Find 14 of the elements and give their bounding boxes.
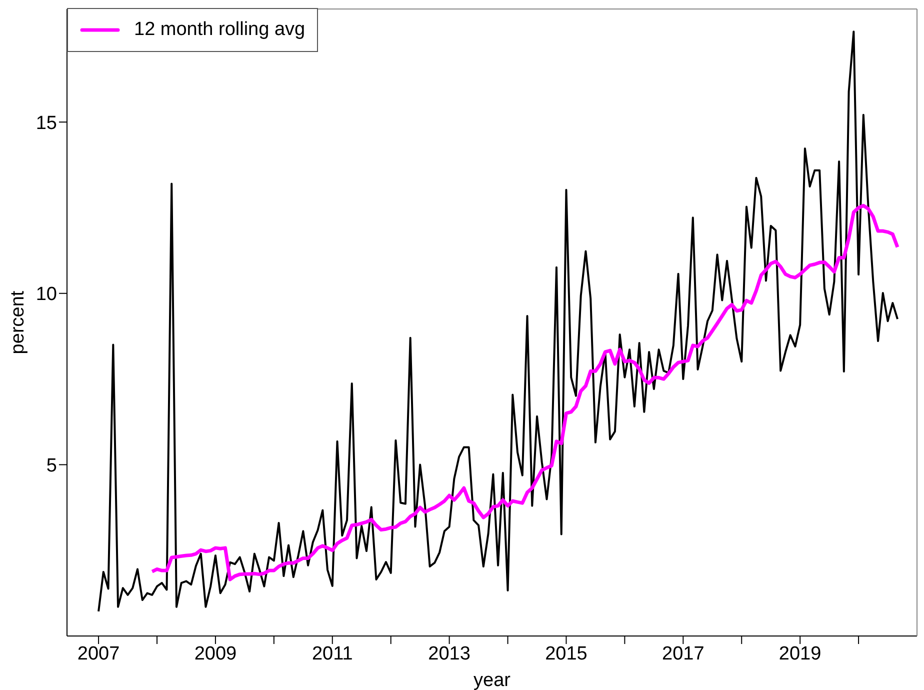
y-tick-label: 5	[46, 455, 57, 476]
y-tick-label: 15	[36, 112, 57, 134]
legend-label: 12 month rolling avg	[134, 19, 306, 41]
x-tick-label: 2007	[77, 643, 120, 664]
x-tick-label: 2019	[778, 643, 822, 664]
line-series	[150, 204, 900, 582]
x-tick-label: 2009	[194, 643, 237, 664]
x-tick-label: 2015	[545, 643, 588, 664]
y-axis-title: percent	[8, 290, 29, 354]
x-tick-label: 2011	[312, 643, 353, 664]
x-tick-label: 2013	[428, 643, 470, 664]
y-tick-label: 10	[36, 284, 57, 306]
x-axis-title: year	[474, 670, 512, 690]
x-tick-label: 2017	[662, 643, 704, 664]
